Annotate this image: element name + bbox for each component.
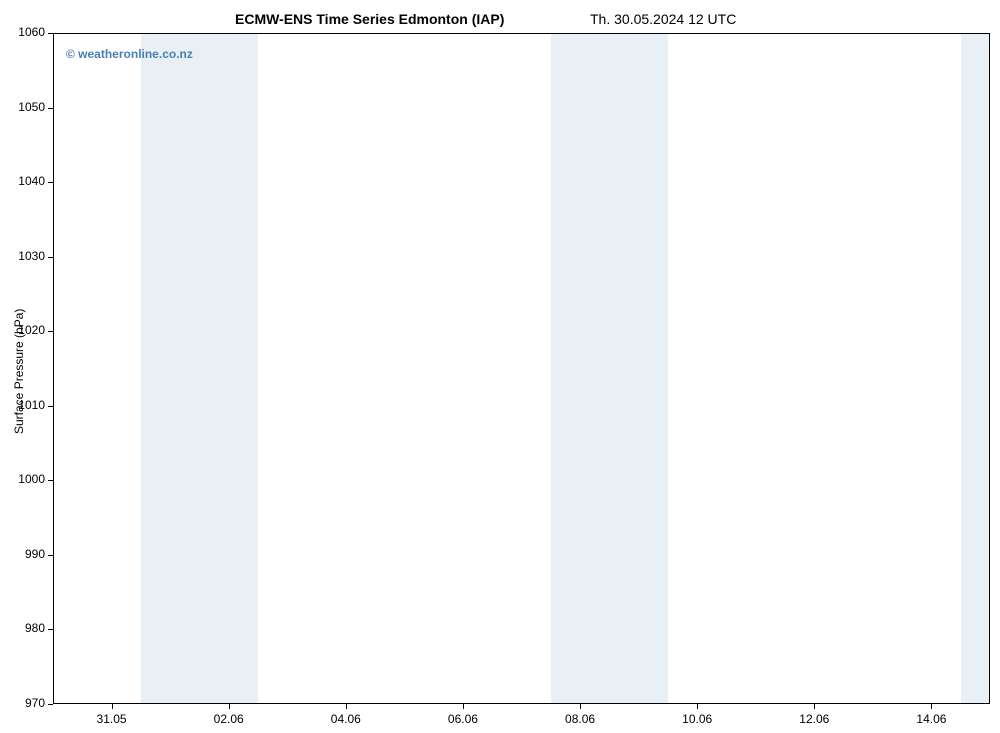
x-tick-mark: [931, 704, 932, 709]
x-tick-label: 06.06: [433, 712, 493, 726]
plot-area: [53, 33, 990, 704]
y-tick-label: 1010: [5, 398, 45, 412]
chart-title-right: Th. 30.05.2024 12 UTC: [590, 11, 736, 27]
y-tick-mark: [48, 480, 53, 481]
y-tick-mark: [48, 406, 53, 407]
weekend-band: [141, 33, 258, 704]
chart-container: ECMW-ENS Time Series Edmonton (IAP) Th. …: [0, 0, 1000, 733]
x-tick-label: 31.05: [82, 712, 142, 726]
x-tick-label: 04.06: [316, 712, 376, 726]
x-tick-mark: [229, 704, 230, 709]
chart-title-left: ECMW-ENS Time Series Edmonton (IAP): [235, 11, 504, 27]
y-tick-mark: [48, 108, 53, 109]
x-tick-label: 10.06: [667, 712, 727, 726]
y-tick-label: 970: [5, 696, 45, 710]
y-tick-mark: [48, 331, 53, 332]
y-tick-label: 1060: [5, 25, 45, 39]
y-tick-label: 1040: [5, 174, 45, 188]
y-tick-mark: [48, 182, 53, 183]
x-tick-label: 12.06: [784, 712, 844, 726]
x-tick-mark: [346, 704, 347, 709]
x-tick-mark: [463, 704, 464, 709]
y-tick-mark: [48, 704, 53, 705]
y-tick-label: 1000: [5, 472, 45, 486]
y-tick-label: 1050: [5, 100, 45, 114]
x-tick-label: 02.06: [199, 712, 259, 726]
x-tick-mark: [697, 704, 698, 709]
weekend-band: [551, 33, 668, 704]
watermark: © weatheronline.co.nz: [66, 47, 193, 61]
y-tick-mark: [48, 555, 53, 556]
y-tick-label: 1020: [5, 323, 45, 337]
y-tick-label: 990: [5, 547, 45, 561]
x-tick-mark: [580, 704, 581, 709]
weekend-band: [961, 33, 990, 704]
x-tick-mark: [112, 704, 113, 709]
y-tick-mark: [48, 33, 53, 34]
y-tick-label: 1030: [5, 249, 45, 263]
x-tick-label: 14.06: [901, 712, 961, 726]
y-tick-mark: [48, 629, 53, 630]
y-tick-mark: [48, 257, 53, 258]
y-tick-label: 980: [5, 621, 45, 635]
x-tick-mark: [814, 704, 815, 709]
x-tick-label: 08.06: [550, 712, 610, 726]
